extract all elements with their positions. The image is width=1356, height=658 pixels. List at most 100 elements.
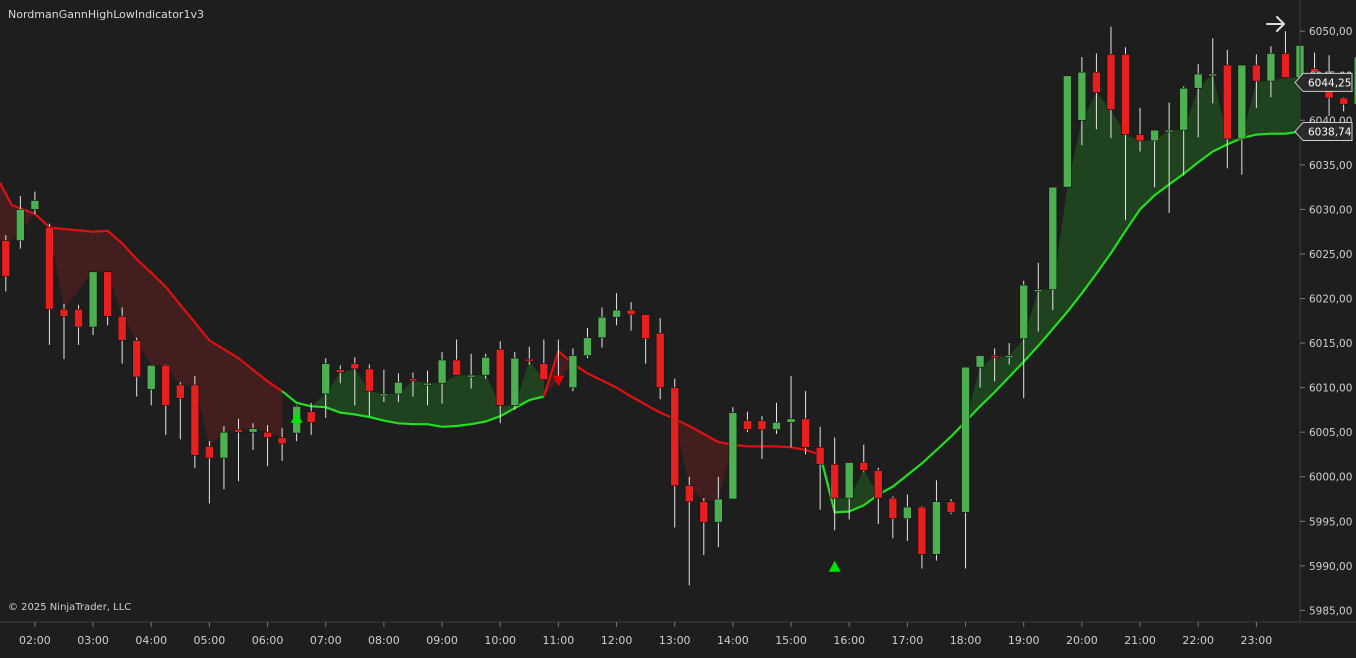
candle xyxy=(873,467,883,524)
candle xyxy=(641,314,650,364)
x-tick-label: 06:00 xyxy=(252,634,284,647)
candle-body xyxy=(452,359,461,376)
y-tick-label: 6035,00 xyxy=(1309,160,1352,172)
x-tick-label: 23:00 xyxy=(1241,634,1273,647)
candle-body xyxy=(743,420,752,430)
y-tick-label: 6030,00 xyxy=(1309,204,1352,216)
candle-body xyxy=(655,332,665,388)
candle xyxy=(408,372,418,397)
candle xyxy=(1179,86,1188,176)
copyright-text: © 2025 NinjaTrader, LLC xyxy=(8,602,131,613)
candle xyxy=(699,498,709,556)
candle xyxy=(161,364,171,435)
candle xyxy=(990,348,999,382)
candle xyxy=(626,302,636,331)
candle-body xyxy=(510,357,520,406)
candle xyxy=(495,341,505,424)
candle-body xyxy=(568,355,578,388)
y-tick-label: 6005,00 xyxy=(1309,427,1352,439)
candle-body xyxy=(117,316,127,341)
candle xyxy=(772,402,781,434)
x-tick-label: 17:00 xyxy=(892,634,924,647)
candle-body xyxy=(1121,54,1130,135)
x-tick-label: 21:00 xyxy=(1124,634,1156,647)
candle-body xyxy=(539,363,549,380)
candle xyxy=(975,355,985,388)
candle-body xyxy=(495,349,505,406)
candle-body xyxy=(801,418,810,448)
candle xyxy=(568,348,578,392)
candle-body xyxy=(1339,97,1348,105)
candle xyxy=(1252,54,1261,108)
y-tick-label: 6020,00 xyxy=(1309,294,1352,306)
candle xyxy=(335,365,345,384)
candle-body xyxy=(74,308,83,328)
y-tick-label: 5990,00 xyxy=(1309,561,1352,573)
x-tick-label: 08:00 xyxy=(368,634,400,647)
candle-body xyxy=(408,378,418,382)
candle xyxy=(1135,107,1145,152)
candle-body xyxy=(335,369,345,373)
candle xyxy=(961,366,970,569)
candle-body xyxy=(815,447,825,465)
candle-body xyxy=(844,462,854,499)
candle-body xyxy=(190,384,200,456)
candle xyxy=(714,476,723,548)
candle xyxy=(917,506,927,569)
candle-body xyxy=(350,363,360,370)
candle-body xyxy=(1281,53,1290,78)
candle-body xyxy=(728,412,738,500)
candle-body xyxy=(917,506,927,555)
candle-body xyxy=(88,271,98,328)
candle-body xyxy=(437,359,447,384)
candle-body xyxy=(1193,73,1203,89)
candle xyxy=(844,462,854,520)
candle xyxy=(743,411,752,433)
candle xyxy=(655,318,665,400)
candle xyxy=(539,339,549,380)
signals-layer xyxy=(290,375,841,572)
candle-body xyxy=(103,271,112,317)
candle xyxy=(205,441,214,504)
price-badge-label: 6038,74 xyxy=(1308,127,1352,139)
candle-body xyxy=(1237,64,1247,140)
candle xyxy=(452,339,461,376)
x-tick-label: 20:00 xyxy=(1066,634,1098,647)
candle xyxy=(1,235,11,292)
arrow-right-icon[interactable] xyxy=(1266,16,1285,32)
candle-body xyxy=(1106,54,1116,110)
indicator-title: NordmanGannHighLowIndicator1v3 xyxy=(8,8,204,21)
candle-body xyxy=(1252,64,1261,82)
y-tick-label: 6000,00 xyxy=(1309,472,1352,484)
candle-body xyxy=(365,368,374,392)
candle-body xyxy=(1004,355,1014,358)
candle-body xyxy=(306,411,316,423)
candle-body xyxy=(176,384,185,399)
sell-signal-triangle xyxy=(552,375,565,387)
candle xyxy=(466,353,476,389)
candle xyxy=(1193,64,1203,138)
candle xyxy=(277,427,287,461)
candle-body xyxy=(379,393,389,397)
candle-body xyxy=(59,308,69,317)
candle-body xyxy=(597,316,607,339)
candle-body xyxy=(1179,87,1188,131)
x-tick-label: 04:00 xyxy=(135,634,167,647)
candle-body xyxy=(1135,134,1145,142)
candle xyxy=(1121,47,1130,221)
candle xyxy=(74,304,83,345)
candle-body xyxy=(1063,75,1072,188)
candle-body xyxy=(1266,53,1276,82)
candle-body xyxy=(757,420,767,430)
candle-body xyxy=(1353,56,1356,105)
candle xyxy=(525,346,534,365)
candle xyxy=(786,376,796,448)
price-badge-label: 6044,25 xyxy=(1308,77,1351,89)
candle xyxy=(88,271,98,336)
x-tick-label: 05:00 xyxy=(194,634,226,647)
y-tick-label: 6010,00 xyxy=(1309,383,1352,395)
